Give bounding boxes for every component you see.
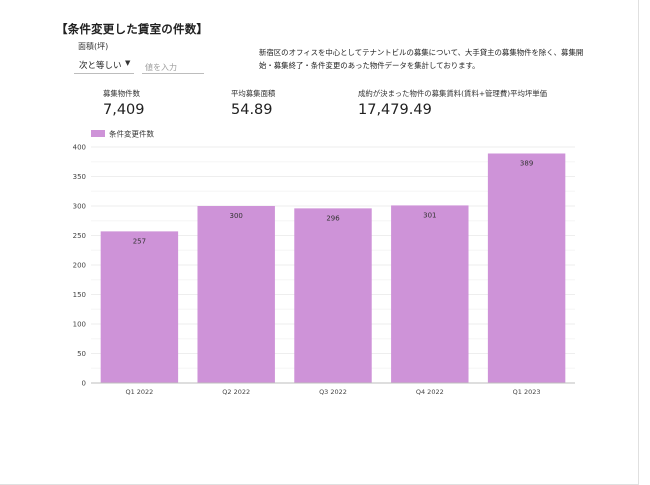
kpi-average-unit-rent: 成約が決まった物件の募集賃料(賃料+管理費)平均坪単価 17,479.49 [358, 88, 547, 118]
data-label: 301 [423, 211, 436, 219]
bar [487, 153, 566, 383]
dropdown-caret-icon: ▼ [125, 59, 131, 67]
y-tick-label: 0 [82, 380, 86, 388]
kpi-value: 54.89 [231, 102, 273, 118]
x-tick-label: Q1 2022 [125, 388, 153, 396]
bar [197, 206, 275, 383]
y-tick-label: 350 [73, 173, 86, 181]
x-tick-label: Q1 2023 [513, 388, 541, 396]
y-tick-label: 50 [77, 350, 86, 358]
y-tick-label: 200 [73, 262, 86, 270]
kpi-value: 17,479.49 [358, 102, 432, 118]
filter-operator-dropdown[interactable]: 次と等しい ▼ [74, 55, 134, 74]
kpi-average-area: 平均募集面積 54.89 [231, 88, 275, 118]
bar [294, 208, 372, 383]
y-tick-label: 250 [73, 232, 86, 240]
y-tick-label: 100 [73, 321, 86, 329]
kpi-label: 成約が決まった物件の募集賃料(賃料+管理費)平均坪単価 [358, 89, 548, 98]
x-tick-label: Q4 2022 [416, 388, 444, 396]
kpi-label: 平均募集面積 [231, 89, 276, 98]
bar [391, 205, 469, 383]
bar [100, 231, 179, 383]
data-label: 296 [326, 214, 340, 222]
x-tick-label: Q2 2022 [222, 388, 250, 396]
legend-swatch [91, 130, 105, 137]
x-tick-label: Q3 2022 [319, 388, 347, 396]
y-tick-label: 150 [73, 291, 86, 299]
y-tick-label: 400 [73, 144, 86, 152]
y-tick-label: 300 [73, 203, 86, 211]
data-label: 300 [230, 212, 243, 220]
kpi-listing-count: 募集物件数 7,409 [103, 88, 145, 118]
filter-operator-value: 次と等しい [79, 61, 122, 71]
data-label: 257 [133, 237, 146, 245]
kpi-label: 募集物件数 [103, 89, 140, 98]
kpi-value: 7,409 [103, 102, 145, 118]
filter-value-input[interactable] [145, 63, 203, 72]
filter-label: 面積(坪) [78, 42, 109, 51]
filter-value-field[interactable] [142, 55, 204, 74]
page-title: 【条件変更した賃室の件数】 [56, 22, 209, 36]
report-description: 新宿区のオフィスを中心としてテナントビルの募集について、大手貸主の募集物件を除く… [259, 48, 584, 70]
data-label: 389 [520, 159, 533, 167]
legend-label: 条件変更件数 [109, 129, 154, 139]
area-filter: 面積(坪) 次と等しい ▼ [74, 41, 204, 75]
